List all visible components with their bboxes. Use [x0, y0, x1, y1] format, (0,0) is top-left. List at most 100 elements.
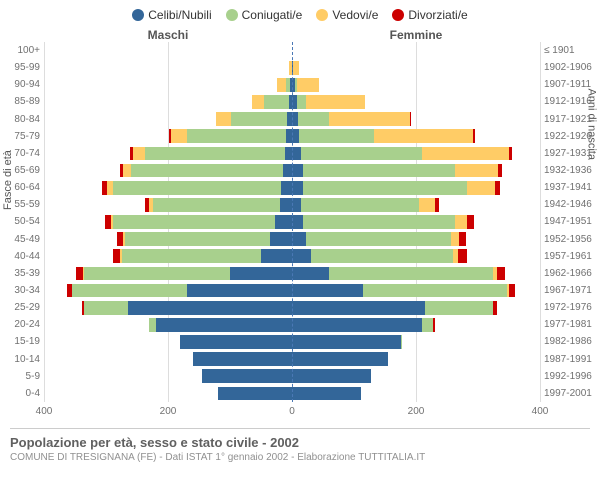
segment-celibi	[292, 249, 311, 263]
female-bar	[292, 44, 540, 58]
legend-item: Vedovi/e	[316, 8, 378, 22]
male-header: Maschi	[0, 28, 292, 42]
female-bar	[292, 369, 540, 383]
segment-celibi	[193, 352, 292, 366]
segment-divorziati	[76, 267, 83, 281]
birth-year-label: 1927-1931	[544, 148, 600, 159]
segment-coniugati	[145, 147, 285, 161]
chart-title: Popolazione per età, sesso e stato civil…	[10, 435, 590, 450]
male-bar	[44, 61, 292, 75]
female-bar	[292, 232, 540, 246]
age-label: 100+	[0, 45, 40, 56]
segment-vedovi	[133, 147, 145, 161]
legend: Celibi/Nubili Coniugati/e Vedovi/e Divorzia…	[0, 0, 600, 22]
segment-coniugati	[303, 181, 467, 195]
segment-celibi	[292, 215, 303, 229]
segment-coniugati	[303, 164, 455, 178]
x-tick-label: 200	[408, 406, 425, 417]
segment-vedovi	[171, 129, 187, 143]
segment-vedovi	[297, 78, 319, 92]
segment-coniugati	[113, 181, 280, 195]
age-label: 45-49	[0, 234, 40, 245]
birth-year-label: ≤ 1901	[544, 45, 600, 56]
birth-year-label: 1997-2001	[544, 388, 600, 399]
segment-celibi	[292, 267, 329, 281]
male-bar	[44, 164, 292, 178]
age-label: 0-4	[0, 388, 40, 399]
legend-swatch	[392, 9, 404, 21]
male-bar	[44, 95, 292, 109]
segment-coniugati	[264, 95, 289, 109]
male-bar	[44, 44, 292, 58]
female-bar	[292, 129, 540, 143]
segment-divorziati	[509, 284, 515, 298]
male-bar	[44, 267, 292, 281]
x-tick-label: 400	[36, 406, 53, 417]
segment-coniugati	[422, 318, 433, 332]
male-bar	[44, 198, 292, 212]
birth-year-label: 1937-1941	[544, 182, 600, 193]
age-label: 85-89	[0, 96, 40, 107]
segment-divorziati	[473, 129, 475, 143]
segment-celibi	[292, 369, 371, 383]
male-bar	[44, 129, 292, 143]
x-tick-label: 0	[289, 406, 295, 417]
segment-coniugati	[303, 215, 455, 229]
segment-celibi	[128, 301, 292, 315]
segment-coniugati	[329, 267, 493, 281]
segment-coniugati	[299, 129, 373, 143]
segment-celibi	[292, 147, 301, 161]
age-label: 90-94	[0, 79, 40, 90]
segment-divorziati	[435, 198, 439, 212]
age-label: 70-74	[0, 148, 40, 159]
segment-vedovi	[419, 198, 435, 212]
age-label: 55-59	[0, 199, 40, 210]
segment-celibi	[292, 352, 388, 366]
segment-celibi	[230, 267, 292, 281]
segment-coniugati	[306, 232, 452, 246]
male-bar	[44, 215, 292, 229]
male-bar	[44, 318, 292, 332]
gender-headers: Maschi Femmine	[0, 28, 600, 42]
birth-year-label: 1967-1971	[544, 285, 600, 296]
age-label: 35-39	[0, 268, 40, 279]
legend-item: Divorziati/e	[392, 8, 467, 22]
female-bar	[292, 164, 540, 178]
segment-celibi	[292, 318, 422, 332]
male-bar	[44, 232, 292, 246]
birth-year-label: 1982-1986	[544, 336, 600, 347]
segment-coniugati	[84, 267, 230, 281]
age-label: 65-69	[0, 165, 40, 176]
segment-coniugati	[231, 112, 287, 126]
birth-year-label: 1987-1991	[544, 354, 600, 365]
grid-line	[540, 42, 541, 402]
legend-swatch	[316, 9, 328, 21]
birth-year-label: 1902-1906	[544, 62, 600, 73]
legend-swatch	[226, 9, 238, 21]
male-bar	[44, 369, 292, 383]
birth-year-label: 1942-1946	[544, 199, 600, 210]
female-bar	[292, 95, 540, 109]
age-label: 20-24	[0, 319, 40, 330]
age-label: 25-29	[0, 302, 40, 313]
female-bar	[292, 335, 540, 349]
segment-celibi	[156, 318, 292, 332]
center-line	[292, 42, 293, 402]
segment-vedovi	[277, 78, 286, 92]
segment-celibi	[261, 249, 292, 263]
segment-divorziati	[495, 181, 500, 195]
legend-label: Coniugati/e	[242, 8, 303, 22]
legend-label: Celibi/Nubili	[148, 8, 211, 22]
female-bar	[292, 301, 540, 315]
segment-celibi	[285, 147, 292, 161]
birth-year-label: 1907-1911	[544, 79, 600, 90]
birth-year-label: 1912-1916	[544, 96, 600, 107]
male-bar	[44, 112, 292, 126]
segment-celibi	[292, 335, 401, 349]
segment-vedovi	[252, 95, 264, 109]
birth-year-label: 1917-1921	[544, 114, 600, 125]
segment-coniugati	[425, 301, 493, 315]
birth-year-label: 1932-1936	[544, 165, 600, 176]
segment-coniugati	[363, 284, 507, 298]
segment-vedovi	[455, 164, 498, 178]
